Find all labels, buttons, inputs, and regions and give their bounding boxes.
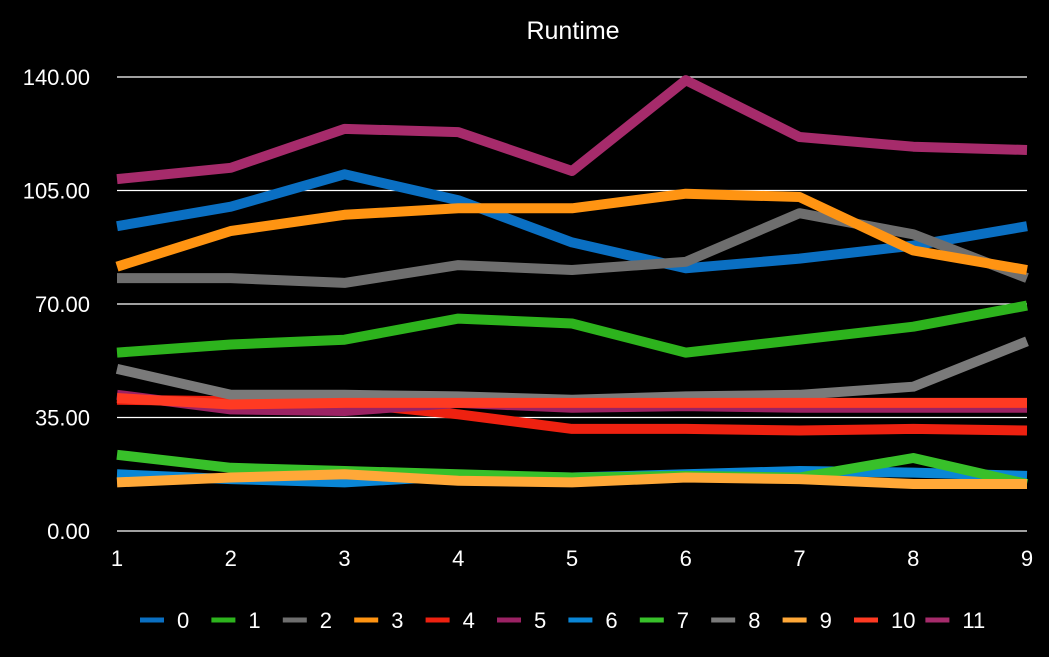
series-line-9	[116, 469, 1027, 489]
legend-label: 8	[748, 608, 760, 633]
x-tick-label: 9	[1021, 546, 1033, 571]
legend-label: 3	[391, 608, 403, 633]
x-tick-label: 4	[452, 546, 464, 571]
series-line-3	[115, 188, 1028, 275]
y-axis-ticks: 0.00 35.00 70.00 105.00 140.00	[23, 65, 90, 544]
series-line-0	[116, 169, 1028, 274]
y-tick-label: 70.00	[35, 292, 90, 317]
legend-label: 2	[320, 608, 332, 633]
x-tick-label: 2	[225, 546, 237, 571]
chart-title: Runtime	[526, 17, 619, 45]
series-line-10	[116, 393, 1027, 410]
y-tick-label: 105.00	[23, 179, 90, 204]
grid-lines	[117, 76, 1027, 532]
x-tick-label: 7	[793, 546, 805, 571]
y-tick-label: 140.00	[23, 65, 90, 90]
series-line-1	[116, 300, 1028, 358]
legend: 0 1 2 3 4 5 6 7 8 9 10 11	[140, 608, 985, 633]
x-tick-label: 6	[680, 546, 692, 571]
legend-label: 9	[820, 608, 832, 633]
legend-label: 0	[177, 608, 189, 633]
series-line-8	[115, 336, 1029, 405]
series-line-11	[116, 75, 1028, 185]
y-tick-label: 0.00	[47, 519, 90, 544]
legend-label: 11	[962, 608, 985, 633]
y-tick-label: 35.00	[35, 406, 90, 431]
legend-label: 5	[534, 608, 546, 633]
legend-label: 1	[248, 608, 260, 633]
x-axis-ticks: 1 2 3 4 5 6 7 8 9	[111, 546, 1033, 571]
legend-label: 10	[891, 608, 915, 633]
x-tick-label: 3	[338, 546, 350, 571]
series-lines	[115, 75, 1029, 489]
legend-label: 7	[677, 608, 689, 633]
x-tick-label: 5	[566, 546, 578, 571]
x-tick-label: 8	[907, 546, 919, 571]
legend-label: 6	[605, 608, 617, 633]
legend-label: 4	[463, 608, 475, 633]
x-tick-label: 1	[111, 546, 123, 571]
